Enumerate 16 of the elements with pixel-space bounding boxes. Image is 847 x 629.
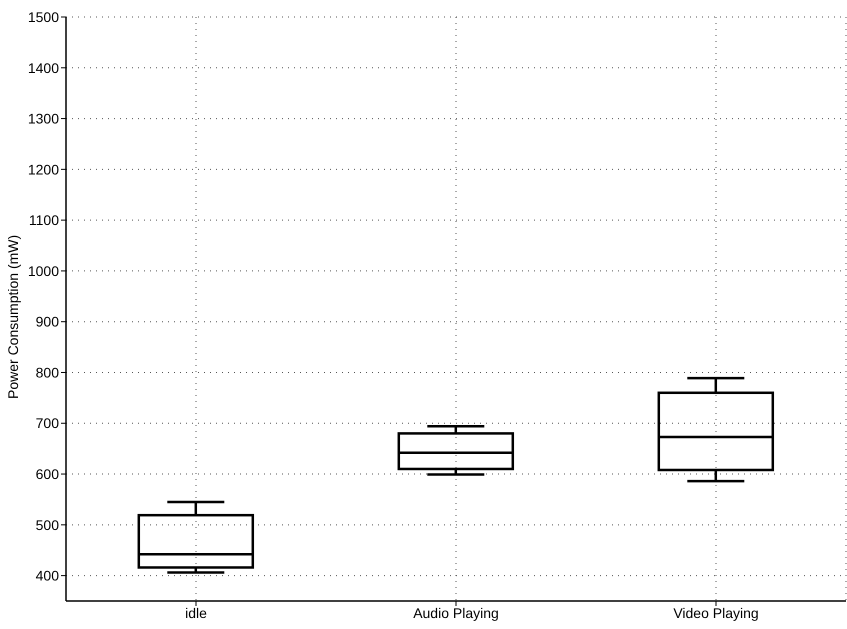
y-axis-title: Power Consumption (mW) — [4, 234, 21, 399]
x-tick-label: Audio Playing — [413, 604, 499, 621]
y-tick-label: 1200 — [28, 161, 60, 178]
y-tick-label: 700 — [36, 415, 60, 432]
y-tick-label: 600 — [36, 466, 60, 482]
y-tick-label: 1100 — [28, 212, 60, 228]
y-tick-label: 800 — [36, 364, 60, 380]
y-tick-label: 1000 — [28, 262, 60, 279]
y-tick-label: 400 — [36, 568, 60, 584]
x-tick-label: idle — [185, 604, 208, 621]
y-tick-label: 1400 — [28, 60, 60, 76]
y-tick-label: 1500 — [28, 8, 60, 25]
y-tick-label: 1300 — [28, 110, 60, 127]
y-tick-label: 500 — [36, 516, 60, 533]
y-tick-label: 900 — [36, 314, 60, 330]
x-tick-label: Video Playing — [673, 604, 759, 621]
